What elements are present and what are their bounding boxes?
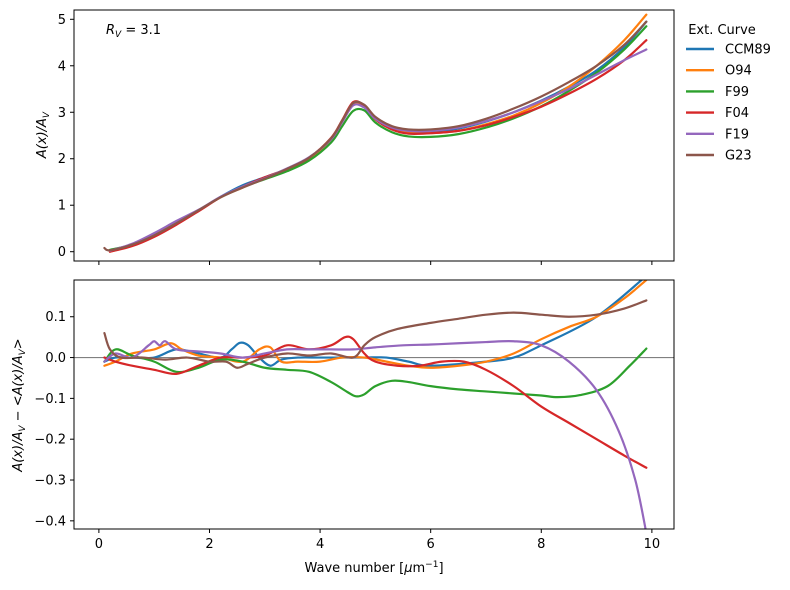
legend-label-o94: O94	[725, 64, 752, 79]
top-y-tick-label: 4	[58, 59, 66, 74]
legend-title: Ext. Curve	[688, 23, 756, 38]
bottom-y-tick-label: −0.3	[34, 474, 66, 489]
rv-annotation: RV = 3.1	[106, 23, 161, 40]
bottom-y-axis-label: A(x)/AV − <A(x)/AV>	[11, 338, 28, 472]
x-tick-label: 8	[537, 537, 545, 552]
bottom-y-tick-label: −0.4	[34, 514, 66, 529]
bottom-series-f99	[103, 347, 648, 399]
legend: Ext. Curve CCM89 O94 F99 F04 F19 G23	[686, 23, 771, 164]
top-series-f19	[108, 48, 648, 252]
bottom-series-o94	[103, 280, 648, 369]
top-panel: 0 1 2 3 4 5 RV = 3.1 A(x)/AV	[35, 9, 675, 265]
top-y-tick-label: 1	[58, 199, 66, 214]
x-axis-label: Wave number [μm−1]	[304, 560, 443, 576]
bottom-series-g23	[103, 299, 648, 369]
bottom-axes-frame	[73, 279, 675, 530]
x-tick-label: 4	[316, 537, 324, 552]
bottom-y-tick-label: −0.2	[34, 433, 66, 448]
legend-label-g23: G23	[725, 149, 752, 164]
top-y-tick-label: 2	[58, 152, 66, 167]
bottom-y-tick-label: 0.0	[45, 351, 66, 366]
bottom-series-f04	[103, 335, 648, 469]
top-series-f04	[108, 39, 648, 253]
legend-label-f99: F99	[725, 85, 749, 100]
bottom-y-tick-label: 0.1	[45, 310, 66, 325]
bottom-panel: 0 2 4 6 8 10 −0.4 −0.3 −0.2 −0.1 0.0 0.1 Wave numbe…	[11, 279, 675, 576]
top-y-axis-label: A(x)/AV	[35, 111, 52, 159]
x-tick-label: 10	[644, 537, 661, 552]
x-tick-label: 0	[95, 537, 103, 552]
x-tick-label: 6	[427, 537, 435, 552]
top-y-tick-label: 0	[58, 245, 66, 260]
bottom-y-tick-label: −0.1	[34, 392, 66, 407]
top-y-tick-label: 3	[58, 106, 66, 121]
top-y-tick-label: 5	[58, 13, 66, 28]
top-series-g23	[103, 20, 648, 252]
x-tick-label: 2	[205, 537, 213, 552]
top-axes-frame	[73, 9, 675, 262]
legend-label-f19: F19	[725, 127, 749, 142]
bottom-series-f19	[103, 339, 647, 529]
legend-label-ccm89: CCM89	[725, 43, 771, 58]
legend-label-f04: F04	[725, 106, 749, 121]
